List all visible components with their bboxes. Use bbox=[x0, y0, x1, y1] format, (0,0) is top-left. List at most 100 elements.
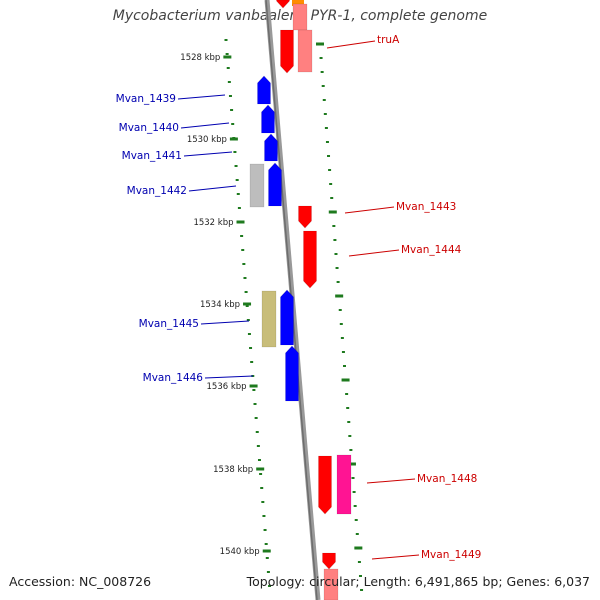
left-tick-mark bbox=[230, 109, 234, 111]
right-tick-mark bbox=[338, 309, 342, 311]
gene-arrow bbox=[276, 0, 290, 9]
right-tick-mark bbox=[348, 435, 352, 437]
right-tick-mark bbox=[321, 85, 325, 87]
right-tick-mark bbox=[355, 533, 359, 535]
gene-box bbox=[249, 163, 265, 208]
left-tick-mark bbox=[236, 193, 240, 195]
gene-label-leader bbox=[204, 375, 254, 379]
gene-label-leader bbox=[180, 122, 230, 129]
gene-label-leader bbox=[326, 40, 376, 49]
gene-arrow bbox=[261, 104, 275, 134]
left-tick-mark bbox=[254, 417, 258, 419]
right-tick-mark bbox=[353, 505, 357, 507]
right-tick-mark bbox=[325, 141, 329, 143]
right-tick-mark bbox=[327, 155, 331, 157]
gene-label-leader bbox=[348, 249, 400, 257]
left-tick-mark bbox=[244, 291, 248, 293]
right-tick-mark bbox=[333, 239, 337, 241]
right-tick-mark bbox=[343, 365, 346, 367]
gene-box bbox=[297, 29, 313, 73]
right-tick-mark bbox=[358, 575, 362, 577]
left-tick-mark bbox=[252, 389, 256, 391]
right-tick-mark bbox=[360, 589, 364, 591]
left-tick-mark bbox=[263, 529, 267, 531]
kbp-tick-label: 1532 kbp bbox=[193, 218, 233, 228]
left-tick-mark bbox=[260, 487, 264, 489]
left-tick-mark bbox=[257, 459, 261, 461]
kbp-major-tick bbox=[249, 384, 258, 388]
right-tick-mark bbox=[345, 393, 349, 395]
left-tick-mark bbox=[234, 165, 238, 167]
gene-arrow bbox=[268, 162, 282, 207]
gene-label-leader bbox=[344, 206, 395, 214]
right-tick-mark bbox=[341, 351, 345, 353]
left-tick-mark bbox=[228, 95, 232, 97]
gene-label: Mvan_1449 bbox=[421, 549, 481, 561]
right-tick-mark bbox=[349, 449, 353, 451]
right-tick-mark bbox=[324, 127, 328, 129]
kbp-tick-label: 1530 kbp bbox=[187, 135, 227, 145]
right-tick-mark bbox=[347, 421, 351, 423]
left-tick-mark bbox=[262, 515, 266, 517]
kbp-major-tick bbox=[341, 378, 350, 382]
left-tick-mark bbox=[256, 445, 260, 447]
right-tick-mark bbox=[336, 281, 340, 283]
right-tick-mark bbox=[346, 407, 350, 409]
gene-arrow bbox=[280, 29, 294, 74]
left-tick-mark bbox=[250, 361, 254, 363]
left-tick-mark bbox=[259, 473, 263, 475]
gene-label: Mvan_1448 bbox=[417, 473, 477, 485]
left-tick-mark bbox=[242, 263, 246, 265]
right-tick-mark bbox=[352, 491, 356, 493]
right-tick-mark bbox=[354, 519, 358, 521]
gene-label-leader bbox=[188, 185, 237, 192]
right-tick-mark bbox=[319, 57, 323, 59]
right-tick-mark bbox=[357, 561, 361, 563]
gene-box bbox=[292, 3, 308, 31]
kbp-major-tick bbox=[262, 549, 271, 553]
gene-box bbox=[261, 290, 277, 348]
gene-arrow bbox=[264, 133, 278, 162]
left-tick-mark bbox=[241, 249, 245, 251]
gene-label: Mvan_1442 bbox=[127, 185, 187, 197]
right-tick-mark bbox=[334, 253, 338, 255]
gene-label: Mvan_1441 bbox=[122, 150, 182, 162]
gene-label: Mvan_1445 bbox=[139, 318, 199, 330]
kbp-major-tick bbox=[229, 137, 238, 141]
gene-arrow bbox=[303, 230, 317, 289]
kbp-major-tick bbox=[316, 42, 324, 46]
left-tick-mark bbox=[264, 543, 268, 545]
left-tick-mark bbox=[261, 501, 265, 503]
left-tick-mark bbox=[240, 235, 244, 237]
right-tick-mark bbox=[329, 183, 333, 185]
gene-arrow bbox=[257, 75, 271, 105]
gene-label: Mvan_1440 bbox=[119, 122, 179, 134]
gene-box bbox=[323, 568, 339, 600]
gene-arrow bbox=[292, 0, 304, 6]
gene-label: Mvan_1446 bbox=[143, 372, 204, 384]
right-tick-mark bbox=[339, 323, 343, 325]
left-tick-mark bbox=[243, 277, 247, 279]
left-tick-mark bbox=[237, 207, 241, 209]
left-tick-mark bbox=[265, 557, 269, 559]
gene-label: Mvan_1439 bbox=[116, 93, 176, 105]
gene-label: Mvan_1444 bbox=[401, 244, 462, 256]
kbp-tick-label: 1536 kbp bbox=[207, 382, 247, 392]
kbp-tick-label: 1540 kbp bbox=[220, 547, 260, 557]
left-tick-mark bbox=[233, 151, 237, 153]
accession-text: Accession: NC_008726 bbox=[9, 574, 152, 589]
left-tick-mark bbox=[268, 585, 272, 587]
left-tick-mark bbox=[231, 123, 235, 125]
gene-label-leader bbox=[366, 478, 416, 484]
left-tick-mark bbox=[247, 333, 251, 335]
left-tick-mark bbox=[246, 319, 250, 321]
left-tick-mark bbox=[253, 403, 257, 405]
right-tick-mark bbox=[328, 169, 332, 171]
kbp-tick-label: 1534 kbp bbox=[200, 300, 240, 310]
gene-arrow bbox=[318, 455, 332, 515]
left-tick-mark bbox=[224, 39, 228, 41]
gene-label-leader bbox=[200, 320, 250, 325]
kbp-major-tick bbox=[328, 210, 337, 214]
gene-label-leader bbox=[183, 151, 233, 157]
